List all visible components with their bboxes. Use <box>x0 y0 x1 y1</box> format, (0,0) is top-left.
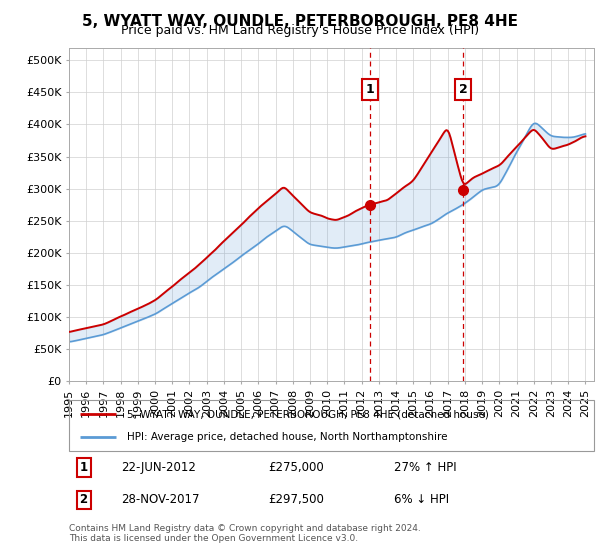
Text: 28-NOV-2017: 28-NOV-2017 <box>121 493 200 506</box>
Text: £297,500: £297,500 <box>269 493 325 506</box>
Text: 2: 2 <box>79 493 88 506</box>
Text: 22-JUN-2012: 22-JUN-2012 <box>121 461 196 474</box>
Text: £275,000: £275,000 <box>269 461 324 474</box>
Text: Contains HM Land Registry data © Crown copyright and database right 2024.
This d: Contains HM Land Registry data © Crown c… <box>69 524 421 543</box>
Text: Price paid vs. HM Land Registry's House Price Index (HPI): Price paid vs. HM Land Registry's House … <box>121 24 479 37</box>
Text: 1: 1 <box>79 461 88 474</box>
Text: 2: 2 <box>459 83 468 96</box>
Text: 27% ↑ HPI: 27% ↑ HPI <box>395 461 457 474</box>
Text: 6% ↓ HPI: 6% ↓ HPI <box>395 493 449 506</box>
Text: HPI: Average price, detached house, North Northamptonshire: HPI: Average price, detached house, Nort… <box>127 432 447 442</box>
Text: 5, WYATT WAY, OUNDLE, PETERBOROUGH, PE8 4HE (detached house): 5, WYATT WAY, OUNDLE, PETERBOROUGH, PE8 … <box>127 409 488 419</box>
Text: 5, WYATT WAY, OUNDLE, PETERBOROUGH, PE8 4HE: 5, WYATT WAY, OUNDLE, PETERBOROUGH, PE8 … <box>82 14 518 29</box>
Text: 1: 1 <box>365 83 374 96</box>
